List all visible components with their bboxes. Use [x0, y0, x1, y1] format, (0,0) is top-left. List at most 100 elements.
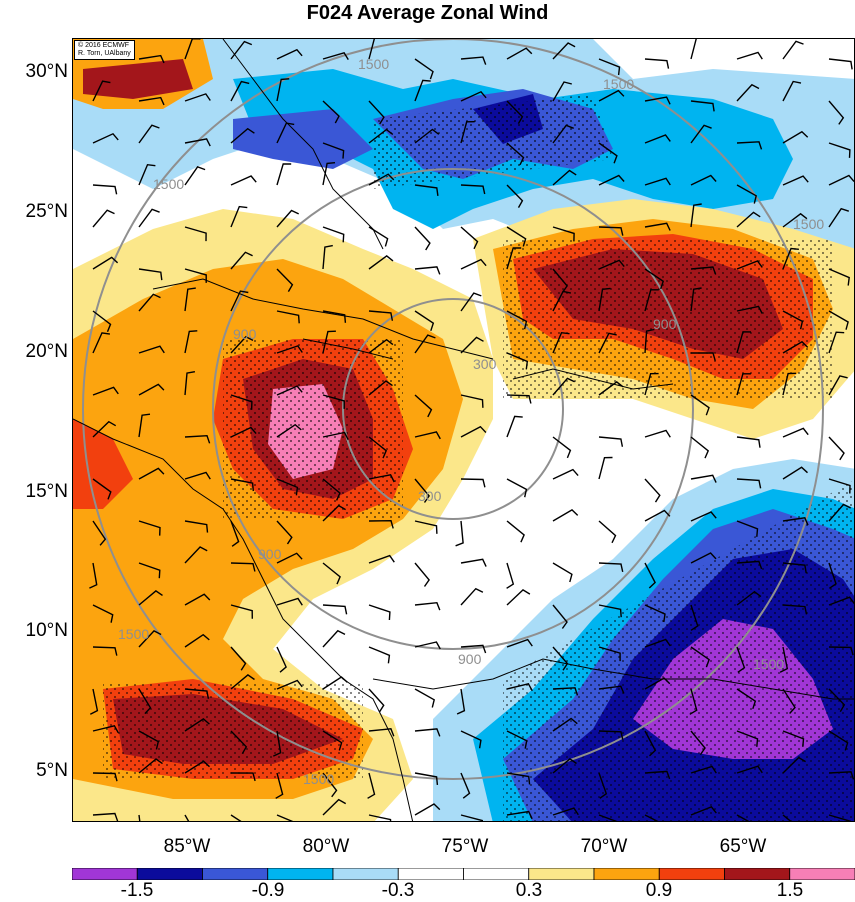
wind-barb	[184, 471, 211, 480]
wind-barb	[230, 426, 257, 438]
wind-barb	[460, 772, 471, 799]
wind-barb	[460, 478, 486, 488]
wind-barb	[414, 226, 431, 251]
wind-barb	[506, 562, 515, 589]
wind-barb	[552, 687, 579, 696]
wind-barb	[322, 629, 346, 648]
wind-barb	[322, 431, 349, 441]
wind-barb	[736, 560, 763, 570]
ring-label: 1500	[153, 176, 184, 192]
colorbar-swatch	[136, 868, 203, 880]
wind-barb	[230, 251, 253, 270]
wind-barb	[506, 810, 533, 820]
wind-barb	[828, 207, 850, 228]
wind-barb	[736, 590, 762, 606]
wind-barb	[552, 377, 575, 396]
wind-barb	[552, 124, 574, 144]
wind-barb	[276, 78, 290, 102]
wind-barb	[782, 247, 799, 270]
wind-barb	[506, 47, 533, 60]
wind-barb	[276, 814, 294, 821]
ring-label: 1500	[603, 76, 634, 92]
wind-barb	[736, 373, 751, 396]
wind-barb	[736, 646, 746, 673]
wind-barb	[230, 730, 248, 755]
wind-barb	[690, 765, 717, 774]
wind-barb	[828, 688, 846, 713]
colorbar-swatch	[72, 868, 138, 880]
wind-barb	[456, 688, 466, 715]
wind-barb	[506, 415, 523, 438]
wind-barb	[690, 124, 712, 144]
wind-barb	[690, 394, 710, 416]
wind-barb	[92, 332, 111, 354]
wind-barb	[506, 352, 529, 370]
wind-barb	[138, 345, 165, 354]
wind-barb	[782, 604, 808, 615]
wind-barb	[506, 638, 533, 648]
colorbar-swatch	[724, 868, 791, 880]
y-tick-label: 25°N	[25, 201, 68, 222]
wind-barb	[460, 90, 487, 102]
wind-barb	[644, 289, 659, 312]
wind-barb	[368, 338, 394, 354]
wind-barb	[779, 646, 789, 673]
wind-barb	[598, 772, 608, 799]
wind-barb	[782, 310, 804, 330]
wind-barb	[184, 268, 207, 283]
wind-barb	[92, 520, 107, 546]
wind-barb	[322, 51, 349, 60]
wind-barb	[138, 562, 161, 579]
wind-barb	[414, 520, 438, 534]
wind-barb	[414, 79, 431, 102]
wind-barb	[460, 814, 484, 821]
wind-barb	[138, 163, 156, 186]
wind-barb	[414, 562, 430, 587]
wind-barb	[736, 305, 763, 314]
wind-barb	[598, 562, 624, 573]
wind-barb	[736, 814, 750, 821]
wind-barb	[506, 100, 524, 124]
wind-barb	[368, 173, 395, 186]
ring-label: 900	[653, 316, 677, 332]
wind-barb	[322, 676, 348, 690]
wind-barb	[506, 184, 524, 208]
wind-barb	[644, 770, 671, 780]
ring-label: 300	[473, 356, 497, 372]
wind-barb	[506, 730, 528, 749]
wind-barb	[782, 130, 809, 144]
wind-barb	[782, 730, 805, 747]
wind-barb	[552, 604, 568, 629]
credit-box: © 2016 ECMWF R. Torn, UAlbany	[74, 40, 135, 60]
wind-barb	[644, 478, 661, 503]
wind-barb	[89, 562, 98, 589]
x-tick-label: 70°W	[580, 836, 628, 857]
wind-barb	[184, 546, 208, 564]
wind-barb	[828, 100, 845, 125]
wind-barb	[368, 688, 385, 713]
colorbar-tick-label: -0.9	[251, 880, 285, 901]
wind-barb	[598, 730, 624, 740]
wind-barb	[230, 478, 254, 492]
wind-barb	[89, 688, 99, 715]
wind-barb	[690, 174, 717, 186]
colorbar-swatch	[463, 868, 530, 880]
colorbar-swatch	[528, 868, 595, 880]
wind-barb	[460, 558, 487, 567]
wind-barb	[598, 89, 625, 102]
wind-barb	[552, 717, 578, 732]
wind-barb	[506, 247, 522, 270]
wind-barb	[184, 718, 210, 732]
wind-barb	[644, 96, 671, 105]
wind-barb	[460, 258, 487, 270]
wind-barb	[368, 519, 394, 529]
wind-barb	[414, 772, 439, 785]
wind-barb	[552, 290, 572, 312]
wind-barb	[92, 209, 115, 228]
wind-barb	[455, 520, 464, 547]
wind-barb	[276, 163, 292, 186]
wind-barb	[828, 730, 849, 751]
wind-barb	[736, 211, 761, 228]
wind-barb	[782, 372, 797, 396]
wind-barb	[184, 138, 211, 147]
